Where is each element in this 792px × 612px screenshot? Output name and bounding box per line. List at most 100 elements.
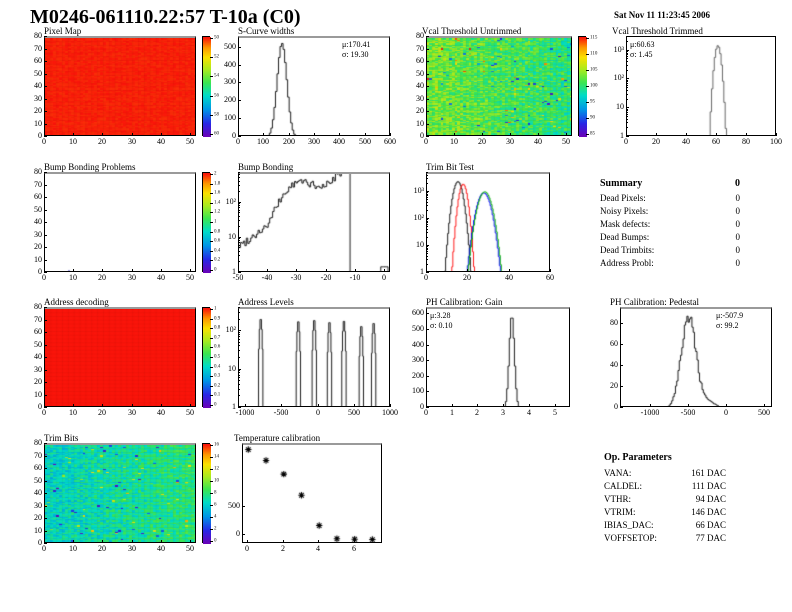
- axis-tick-label: 20: [478, 137, 486, 146]
- axis-tick: [132, 404, 133, 407]
- plot-frame: [626, 36, 776, 136]
- axis-tick: [509, 269, 510, 272]
- y-axis-ticks: 0 100 200 300 400 500 600: [412, 307, 570, 411]
- axis-tick: [314, 133, 315, 136]
- axis-tick-label: 40: [505, 273, 513, 282]
- axis-tick: [426, 329, 429, 330]
- axis-tick-label: 70: [34, 315, 42, 324]
- colorbar-tick-label: 0.6: [214, 344, 221, 350]
- axis-minor-tick: [238, 242, 240, 243]
- axis-tick: [44, 506, 47, 507]
- colorbar-tick-label: 90: [590, 115, 595, 121]
- axis-tick-label: 20: [652, 137, 660, 146]
- axis-tick-label: 40: [682, 137, 690, 146]
- axis-tick: [44, 133, 45, 136]
- y-axis-ticks: 0 500: [228, 443, 382, 543]
- colorbar-tick: [210, 260, 213, 261]
- axis-tick-label: 30: [128, 544, 136, 553]
- axis-minor-tick: [626, 81, 628, 82]
- stat-sigma: σ: 99.2: [716, 321, 739, 330]
- axis-tick-label: 6: [352, 544, 356, 553]
- axis-tick-label: 50: [186, 544, 194, 553]
- y-axis-ticks: 1 10 10²: [226, 172, 390, 276]
- axis-tick: [426, 191, 429, 192]
- axis-tick: [44, 357, 47, 358]
- colorbar-tick: [210, 222, 213, 223]
- summary-rows: Dead Pixels: 0 Noisy Pixels: 0 Mask defects:…: [600, 193, 770, 271]
- plot-frame: [426, 307, 570, 407]
- colorbar-ticks: 2 1.8 1.6 1.4 1.2 1 0.8 0.6 0.4 0.2 0: [210, 172, 234, 273]
- axis-minor-tick: [626, 90, 628, 91]
- y-axis-ticks: 1 10 10²: [226, 307, 390, 411]
- axis-minor-tick: [426, 192, 428, 193]
- axis-minor-tick: [238, 210, 240, 211]
- colorbar-tick: [210, 232, 213, 233]
- colorbar-tick: [210, 517, 213, 518]
- colorbar-tick-label: 0: [214, 267, 217, 273]
- colorbar-tick: [210, 367, 213, 368]
- axis-tick: [477, 404, 478, 407]
- axis-minor-tick: [426, 246, 428, 247]
- axis-tick: [686, 133, 687, 136]
- x-axis-ticks: 0 10 20 30 40 50: [42, 307, 196, 417]
- axis-minor-tick: [238, 332, 240, 333]
- axis-minor-tick: [238, 205, 240, 206]
- axis-tick: [44, 345, 47, 346]
- axis-minor-tick: [626, 114, 628, 115]
- axis-tick-label: 10: [69, 544, 77, 553]
- axis-tick: [426, 360, 429, 361]
- axis-tick: [426, 407, 429, 408]
- colorbar-tick: [210, 493, 213, 494]
- axis-tick: [44, 468, 47, 469]
- chart-title: Bump Bonding: [238, 162, 294, 172]
- axis-tick: [238, 47, 241, 48]
- axis-minor-tick: [426, 224, 428, 225]
- axis-tick: [318, 540, 319, 543]
- axis-minor-tick: [426, 199, 428, 200]
- axis-minor-tick: [238, 377, 240, 378]
- axis-tick-label: 10²: [413, 213, 424, 222]
- chart-title: Vcal Threshold Trimmed: [612, 26, 703, 36]
- plot-frame: [44, 307, 196, 407]
- axis-tick-label: 10²: [225, 325, 236, 334]
- axis-minor-tick: [626, 94, 628, 95]
- hist-canvas-scurve: [239, 38, 389, 135]
- colorbar-tick: [210, 541, 213, 542]
- axis-tick-label: 30: [128, 137, 136, 146]
- axis-minor-tick: [426, 205, 428, 206]
- axis-tick-label: 30: [34, 94, 42, 103]
- chart-title: PH Calibration: Pedestal: [610, 297, 699, 307]
- axis-tick-label: 30: [34, 230, 42, 239]
- axis-tick-label: 1: [232, 402, 236, 411]
- axis-tick-label: 0: [624, 137, 628, 146]
- hist-canvas-bump-bonding: [239, 174, 389, 271]
- axis-minor-tick: [426, 248, 428, 249]
- stat-sigma: σ: 0.10: [430, 321, 453, 330]
- axis-tick: [390, 133, 391, 136]
- x-axis-ticks: 0 100 200 300 400 500 600: [236, 36, 396, 146]
- axis-tick: [746, 133, 747, 136]
- axis-minor-tick: [238, 238, 240, 239]
- axis-tick-label: 40: [34, 352, 42, 361]
- colorbar-pixel-map: [202, 36, 211, 137]
- colorbar-tick: [210, 357, 213, 358]
- axis-tick: [267, 269, 268, 272]
- summary-heading-row: Summary 0: [600, 178, 770, 193]
- axis-minor-tick: [426, 232, 428, 233]
- axis-tick: [44, 272, 47, 273]
- colorbar-tick: [210, 115, 213, 116]
- report-row-value: 0: [735, 258, 741, 268]
- axis-tick: [529, 404, 530, 407]
- report-row-value: 66 DAC: [695, 520, 726, 530]
- axis-tick-label: 2: [281, 544, 285, 553]
- axis-tick-label: 4: [527, 408, 531, 417]
- axis-tick-label: 20: [98, 408, 106, 417]
- axis-tick-label: 0: [236, 529, 240, 538]
- axis-minor-tick: [626, 54, 628, 55]
- axis-tick-label: 0: [42, 408, 46, 417]
- axis-minor-tick: [626, 99, 628, 100]
- axis-tick: [550, 269, 551, 272]
- axis-tick-label: 50: [34, 69, 42, 78]
- axis-tick: [503, 404, 504, 407]
- axis-tick-label: 50: [562, 137, 570, 146]
